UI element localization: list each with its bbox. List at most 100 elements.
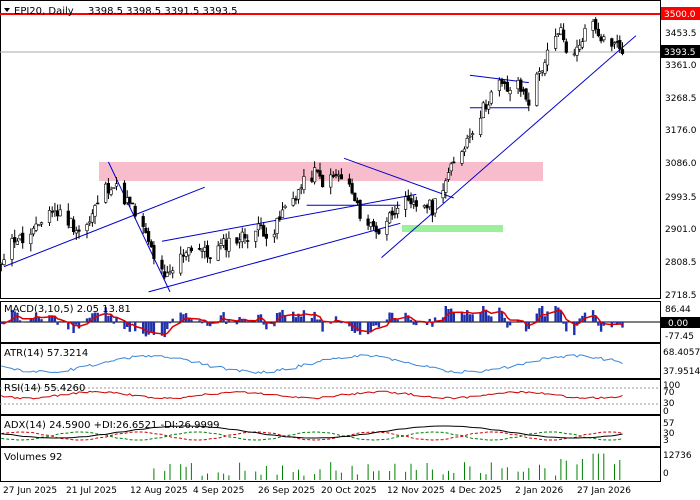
- candle-body: [21, 232, 25, 244]
- candle-body: [262, 225, 266, 237]
- candle-body: [618, 39, 622, 50]
- macd-bar: [594, 315, 597, 322]
- candle-body: [2, 259, 6, 265]
- candle-body: [519, 79, 523, 92]
- macd-bar: [415, 322, 418, 326]
- candle-body: [13, 237, 17, 243]
- candle-body: [395, 208, 400, 214]
- candle-body: [219, 243, 223, 246]
- candle-body: [505, 81, 510, 92]
- date-tick: 4 Sep 2025: [193, 486, 244, 496]
- candle-body: [246, 240, 250, 242]
- candle-body: [353, 192, 357, 202]
- macd-bar: [407, 315, 410, 322]
- adx-panel-frame: [0, 415, 661, 447]
- candle-body: [543, 62, 547, 74]
- candle-body: [610, 38, 614, 47]
- candle-body: [90, 213, 94, 223]
- price-tick: 3086.0: [665, 159, 697, 169]
- support-zone: [402, 225, 503, 232]
- macd-bar: [425, 322, 429, 325]
- macd-panel: MACD(3,10,5) 2.05 13.81 86.44 0.00 -77.4…: [0, 304, 700, 342]
- macd-bar: [51, 315, 54, 322]
- candle-body: [334, 173, 338, 176]
- candle-body: [358, 199, 362, 219]
- macd-bar: [557, 307, 560, 322]
- candle-body: [484, 104, 488, 110]
- candle-body: [18, 234, 22, 240]
- macd-bar: [396, 319, 399, 322]
- macd-bar: [283, 316, 287, 322]
- price-tick: 2808.5: [665, 258, 697, 268]
- macd-bar: [310, 317, 314, 322]
- candle-body: [583, 28, 587, 42]
- macd-bar: [96, 312, 99, 322]
- resistance-price-label: 3500.0: [664, 10, 696, 20]
- macd-bar: [168, 322, 172, 324]
- candle-body: [122, 182, 127, 205]
- macd-bar: [88, 317, 91, 322]
- macd-bar: [329, 322, 332, 324]
- macd-bar: [490, 316, 493, 322]
- macd-bar: [166, 322, 169, 330]
- candle-body: [85, 224, 89, 231]
- candle-body: [66, 210, 70, 226]
- candle-body: [612, 42, 617, 45]
- candle-body: [88, 221, 92, 224]
- macd-bar: [334, 316, 338, 322]
- candle-body: [222, 238, 226, 246]
- date-tick: 26 Sep 2025: [258, 486, 315, 496]
- candle-body: [468, 135, 472, 138]
- collapse-triangle-icon[interactable]: [4, 8, 10, 12]
- candle-body: [243, 234, 247, 239]
- macd-zero-tag: [661, 317, 700, 328]
- resistance-price-tag: [661, 7, 700, 20]
- candle-body: [0, 262, 3, 265]
- candle-body: [256, 223, 261, 231]
- macd-bar: [482, 306, 485, 322]
- volume-panel: Volumes 92 12736 0: [4, 451, 692, 480]
- macd-bar: [292, 311, 295, 322]
- macd-bar: [190, 319, 193, 322]
- macd-bar: [16, 312, 19, 322]
- candle-body: [238, 239, 242, 243]
- candle-body: [37, 224, 41, 227]
- price-tick: 2901.0: [665, 225, 697, 235]
- macd-bar: [463, 314, 466, 322]
- macd-bar: [198, 320, 201, 322]
- macd-bar: [340, 322, 343, 324]
- candle-body: [331, 175, 335, 177]
- candle-body: [559, 27, 563, 35]
- macd-bar: [597, 322, 600, 326]
- macd-bar: [573, 322, 576, 336]
- candle-body: [254, 230, 258, 242]
- macd-bar: [508, 322, 512, 326]
- macd-bar: [144, 322, 148, 337]
- adx-tick: 57: [663, 419, 674, 429]
- candle-body: [109, 189, 113, 195]
- macd-bar: [75, 322, 78, 325]
- candle-body: [104, 183, 108, 203]
- macd-signal-line: [1, 309, 623, 336]
- candle-body: [74, 230, 78, 234]
- macd-bar: [104, 307, 107, 322]
- rsi-label: RSI(14) 55.4260: [4, 383, 85, 394]
- chart-header: EPI20, Daily 3398.5 3398.5 3391.5 3393.5: [4, 6, 238, 17]
- candle-body: [77, 229, 81, 232]
- candle-body: [412, 201, 416, 205]
- adx-label: ADX(14) 24.5900 +DI:26.6521 -DI:26.9999: [4, 420, 220, 431]
- candle-body: [615, 41, 619, 43]
- macd-bar: [412, 322, 415, 325]
- macd-bar: [179, 312, 182, 322]
- last-price-label: 3393.5: [664, 48, 696, 58]
- macd-bar: [209, 322, 212, 327]
- date-tick: 27 Jan 2026: [577, 486, 631, 496]
- macd-bar: [350, 322, 354, 331]
- candle-body: [184, 252, 188, 257]
- macd-bar: [369, 322, 372, 333]
- adx-panel: ADX(14) 24.5900 +DI:26.6521 -DI:26.9999 …: [1, 419, 675, 446]
- macd-bar: [618, 322, 621, 324]
- macd-bar: [254, 321, 257, 322]
- candle-body: [224, 239, 228, 251]
- macd-tick: 86.44: [665, 305, 691, 315]
